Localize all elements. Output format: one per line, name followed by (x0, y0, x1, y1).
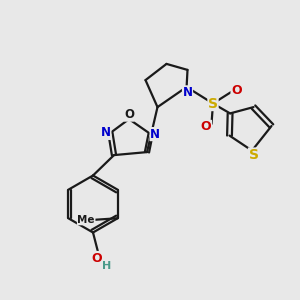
Text: S: S (208, 97, 218, 110)
Text: Me: Me (77, 215, 95, 225)
Text: O: O (92, 251, 102, 265)
Text: N: N (182, 86, 193, 99)
Text: H: H (102, 261, 111, 271)
Text: N: N (150, 128, 160, 141)
Text: O: O (231, 84, 242, 97)
Text: O: O (124, 108, 134, 121)
Text: S: S (248, 148, 259, 162)
Text: N: N (101, 126, 111, 140)
Text: O: O (201, 120, 212, 134)
